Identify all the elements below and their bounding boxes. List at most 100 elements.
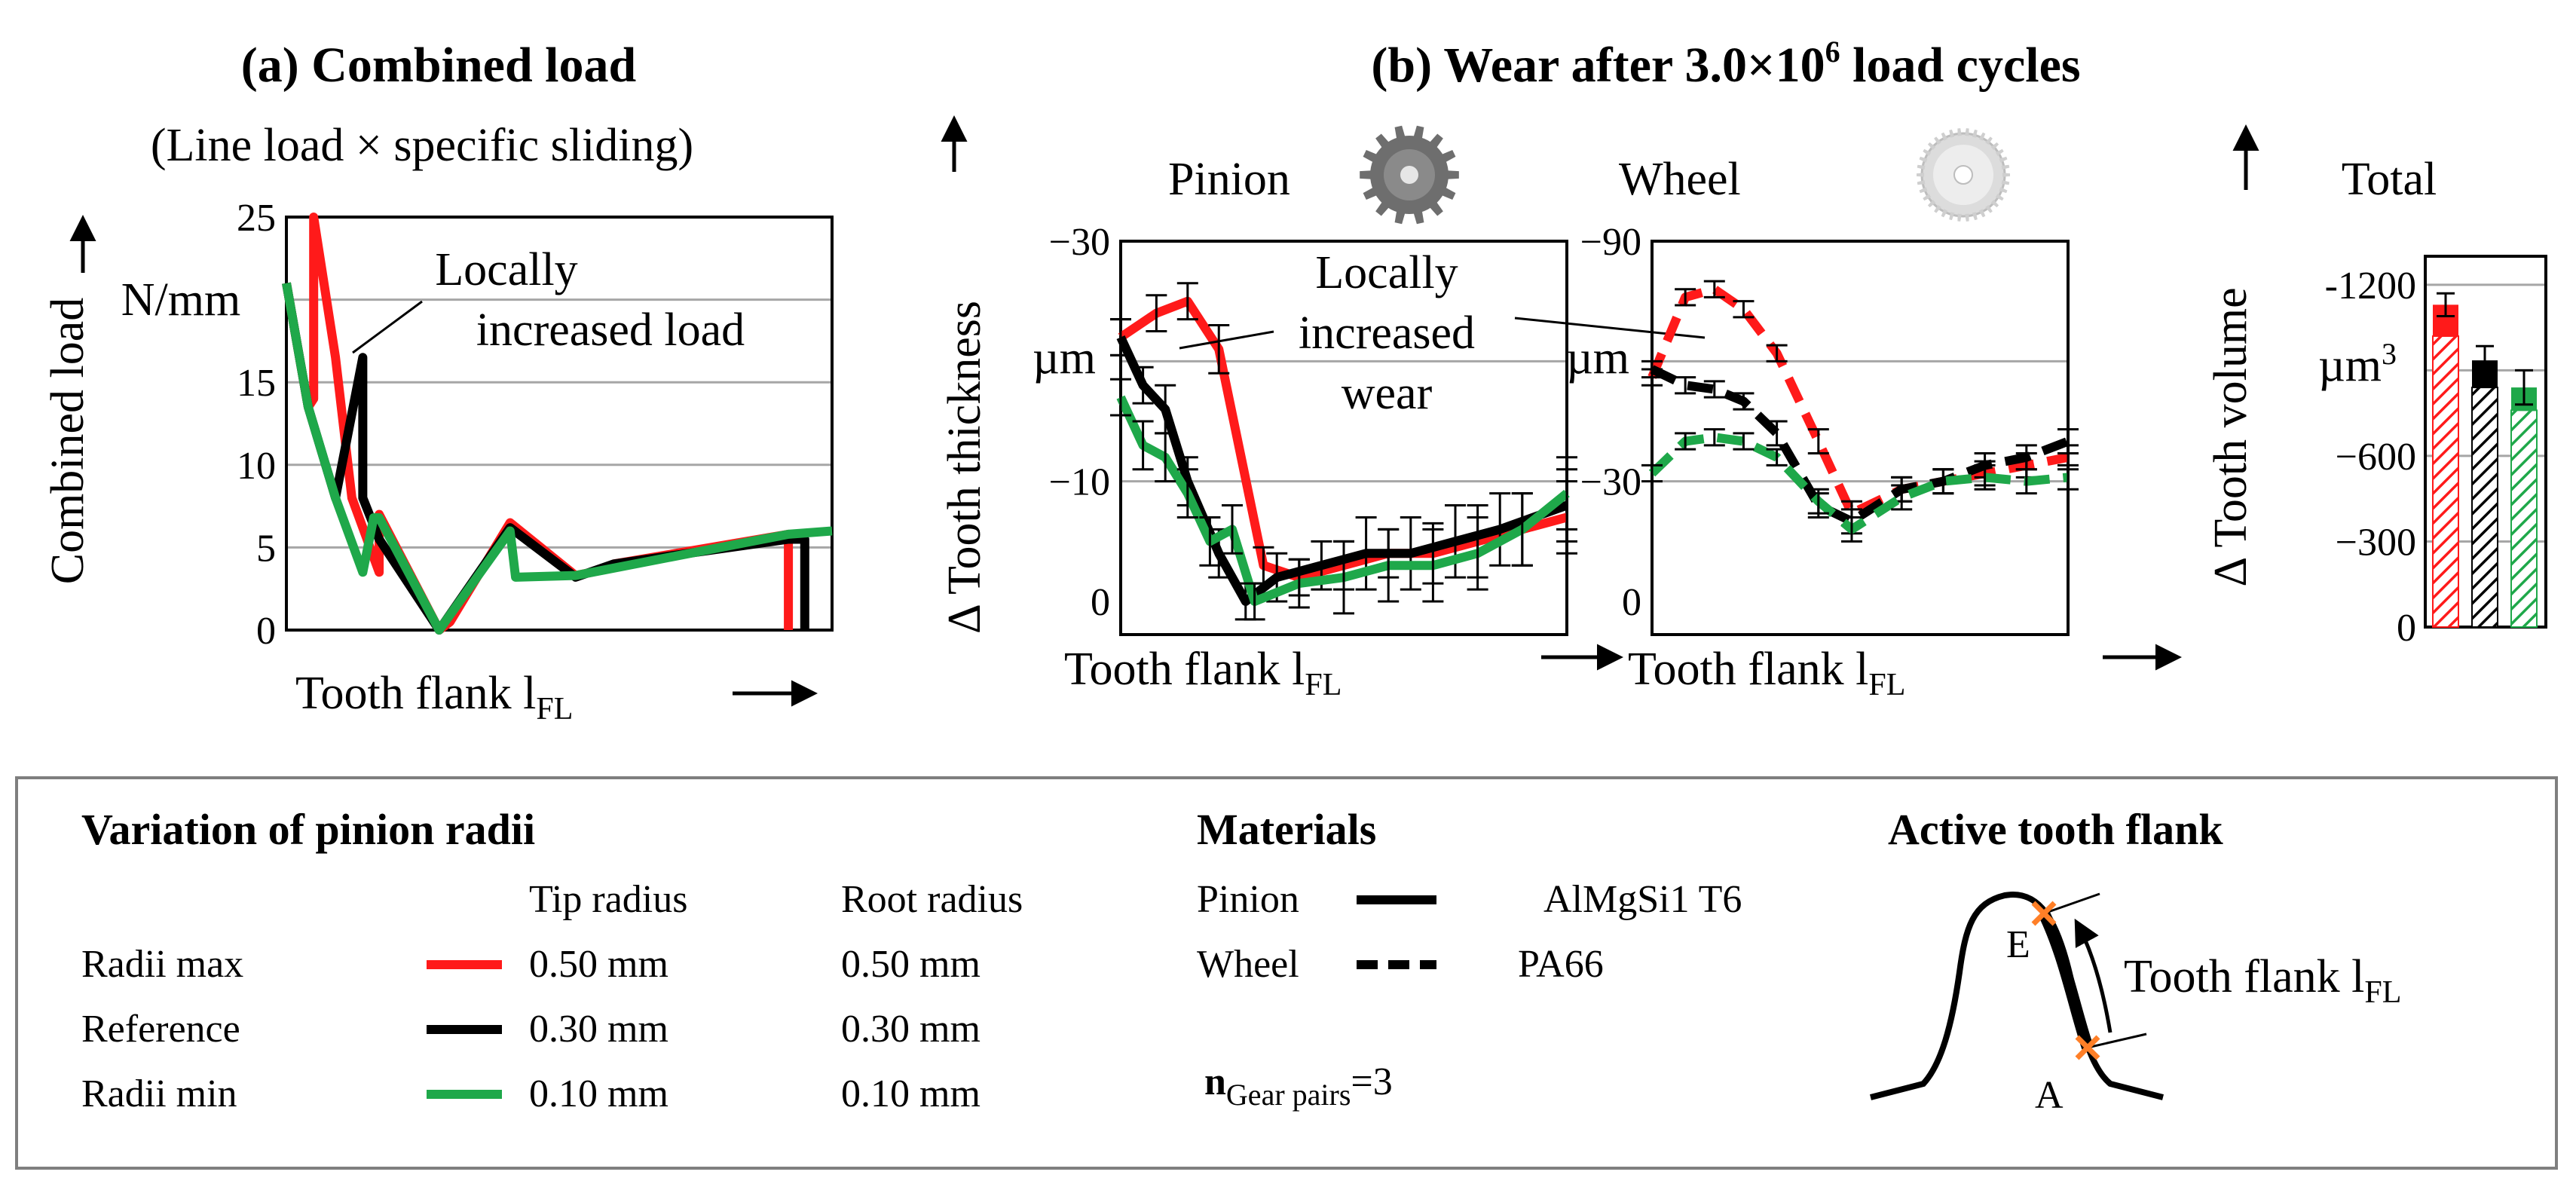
series-line-radii-min [1116, 395, 1570, 606]
error-bar [1333, 540, 1354, 615]
legend-col-root: Root radius [841, 878, 1023, 921]
panel-a-annotation-line2: increased load [476, 304, 745, 356]
ytick-label: 25 [237, 197, 276, 240]
error-bar [2057, 464, 2079, 491]
wheel-yunit: µm [1566, 332, 1629, 384]
pinion-title: Pinion [1168, 154, 1290, 205]
panel-b-annotation-line2: increased [1299, 307, 1475, 359]
error-bar [1176, 282, 1198, 321]
flank-point-a-label: A [2035, 1074, 2064, 1117]
panel-a-title: (a) Combined load [241, 38, 636, 93]
error-bar [1132, 366, 1154, 405]
error-bar [1110, 378, 1131, 417]
error-bar [1556, 456, 1577, 531]
total-yunit: µm3 [2318, 337, 2397, 391]
error-bar [1467, 516, 1488, 591]
flank-diagram-label: Tooth flank lFL [2124, 951, 2401, 1010]
error-bar [1445, 504, 1466, 579]
panel-a-yunit: N/mm [121, 274, 240, 326]
error-bar [2057, 428, 2079, 454]
series-line-radii-min [1648, 433, 2069, 534]
legend-row-reference-name: Reference [81, 1008, 240, 1051]
error-bar [1807, 488, 1829, 515]
legend-row-radii-max-name: Radii max [81, 943, 243, 986]
legend-row-radii-min-name: Radii min [81, 1072, 237, 1115]
legend-col-tip: Tip radius [529, 878, 687, 921]
error-bar [2515, 369, 2533, 406]
panel-a-plot: 0 5 10 15 25 [237, 197, 834, 653]
wheel-title: Wheel [1619, 154, 1741, 205]
ytick-label: −30 [1580, 461, 1641, 504]
bar-wheel-radii-min [2510, 409, 2538, 628]
error-bar [1155, 432, 1176, 483]
legend-material-wheel-value: PA66 [1518, 943, 1604, 986]
flank-point-e-label: E [2006, 923, 2030, 966]
error-bar [1932, 468, 1954, 495]
error-bar [1766, 344, 1788, 363]
error-bar [1675, 288, 1696, 307]
error-bar [1199, 516, 1221, 567]
panel-b-annotation-line3: wear [1342, 368, 1433, 419]
error-bar [1840, 516, 1862, 543]
legend-material-pinion-label: Pinion [1197, 878, 1299, 921]
legend-radii-heading: Variation of pinion radii [81, 805, 535, 854]
series-line-reference [1650, 365, 2070, 526]
panel-a-ylabel: Combined load [42, 298, 93, 585]
flank-point-a-cross [2075, 1035, 2100, 1060]
ytick-label: 5 [256, 527, 276, 570]
error-bar [1132, 420, 1154, 471]
pinion-frame [1119, 240, 1568, 636]
error-bar [1733, 300, 1755, 319]
panel-b-title: (b) Wear after 3.0×106 load cycles [1371, 35, 2080, 93]
panel-a-annotation-line1: Locally [435, 244, 577, 295]
ytick-label: 0 [256, 610, 276, 653]
error-bar [1766, 420, 1788, 447]
total-title: Total [2342, 154, 2437, 205]
legend-row-radii-max-tip: 0.50 mm [529, 943, 668, 986]
total-ylabel: Δ Tooth volume [2205, 287, 2256, 586]
legend-frame [15, 776, 2558, 1170]
ytick-label: −30 [1049, 221, 1110, 264]
legend-material-pinion-value: AlMgSi1 T6 [1543, 878, 1742, 921]
error-bar [1641, 464, 1663, 483]
error-bar [1208, 324, 1230, 375]
panel-a: (a) Combined load (Line load × specific … [42, 38, 834, 727]
error-bar [1146, 294, 1167, 332]
panel-b-annotation-line1: Locally [1315, 247, 1458, 298]
legend-row-reference-root: 0.30 mm [841, 1008, 981, 1051]
total-plot: 0 −300 −600 -1200 [2325, 255, 2547, 650]
legend-materials-heading: Materials [1197, 805, 1376, 854]
legend-row-radii-min-root: 0.10 mm [841, 1072, 981, 1115]
legend-flank-heading: Active tooth flank [1888, 805, 2223, 854]
series-line-radii-max [1647, 284, 2070, 519]
panel-b: (b) Wear after 3.0×106 load cycles Pinio… [939, 35, 2547, 702]
series-line-radii-min [282, 282, 833, 635]
error-bar [2015, 468, 2037, 495]
error-bar [1703, 428, 1725, 447]
ytick-label: −600 [2336, 436, 2416, 479]
error-bar [1733, 432, 1755, 451]
ytick-label: 0 [2397, 607, 2416, 650]
panel-a-annotation-pointer [352, 300, 423, 354]
error-bar [1489, 492, 1511, 567]
legend-row-reference-tip: 0.30 mm [529, 1008, 668, 1051]
panel-a-frame [285, 216, 834, 632]
wheel-xlabel: Tooth flank lFL [1628, 644, 1905, 702]
error-bar [1422, 528, 1444, 603]
wheel-plot: 0 −30 −90 [1580, 221, 2079, 636]
error-bar [1222, 504, 1243, 555]
bar-wheel-reference [2471, 387, 2498, 628]
error-bar [1641, 359, 1663, 379]
error-bar [2476, 344, 2494, 376]
ytick-label: −300 [2336, 521, 2416, 564]
pinion-xlabel: Tooth flank lFL [1064, 644, 1342, 702]
error-bar [1733, 392, 1755, 411]
error-bar [1675, 376, 1696, 395]
bar-wheel-radii-max [2432, 335, 2459, 628]
pinion-plot: 0 −10 −30 [1049, 221, 1577, 636]
error-bar [1110, 318, 1131, 356]
legend-gear-pairs: nGear pairs=3 [1204, 1060, 1393, 1112]
panel-a-xlabel: Tooth flank lFL [295, 668, 573, 727]
ytick-label: −90 [1580, 221, 1641, 264]
